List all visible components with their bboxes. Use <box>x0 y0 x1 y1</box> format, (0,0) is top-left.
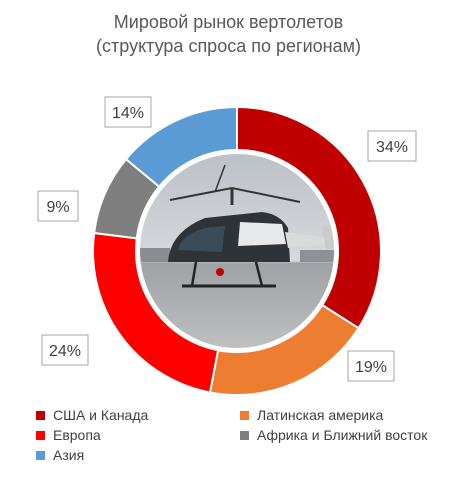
data-labels: 34% 19% 24% 9% 14% <box>37 96 417 382</box>
legend-item-asia: Азия <box>36 447 84 463</box>
helicopter-photo <box>140 154 334 348</box>
data-label-text: 9% <box>46 199 69 216</box>
chart-title: Мировой рынок вертолетов <box>113 12 344 32</box>
slice-usa-canada <box>236 105 382 330</box>
legend-item-latin-america: Латинская америка <box>240 407 383 423</box>
legend-label: Латинская америка <box>257 407 384 423</box>
data-label-box <box>347 350 395 382</box>
legend-label: США и Канада <box>53 407 149 423</box>
donut-slices <box>92 105 382 396</box>
data-label-text: 19% <box>355 359 387 376</box>
data-label-box <box>41 334 89 366</box>
legend-swatch <box>36 450 45 460</box>
legend-label: Азия <box>53 447 85 463</box>
legend-item-usa-canada: США и Канада <box>36 407 148 423</box>
data-label-africa-middle-east: 9% <box>37 190 79 222</box>
data-label-latin-america: 19% <box>347 350 395 382</box>
data-label-usa-canada: 34% <box>367 130 417 162</box>
data-label-text: 24% <box>49 343 81 360</box>
donut-chart: 34% 19% 24% 9% 14% <box>37 96 417 396</box>
legend-item-africa-middle-east: Африка и Ближний восток <box>240 427 427 443</box>
legend-swatch <box>36 410 45 420</box>
data-label-box <box>367 130 417 162</box>
slice-asia <box>124 105 238 189</box>
chart-subtitle: (структура спроса по регионам) <box>96 36 361 56</box>
data-label-text: 14% <box>112 105 144 122</box>
legend-swatch <box>240 430 249 440</box>
legend-label: Европа <box>53 427 101 443</box>
data-label-box <box>104 96 152 128</box>
data-label-europe: 24% <box>41 334 89 366</box>
data-label-text: 34% <box>376 139 408 156</box>
legend-swatch <box>36 430 45 440</box>
legend-item-europe: Европа <box>36 427 101 443</box>
data-label-box <box>37 190 79 222</box>
data-label-asia: 14% <box>104 96 152 128</box>
legend-swatch <box>240 410 249 420</box>
legend-label: Африка и Ближний восток <box>257 427 428 443</box>
